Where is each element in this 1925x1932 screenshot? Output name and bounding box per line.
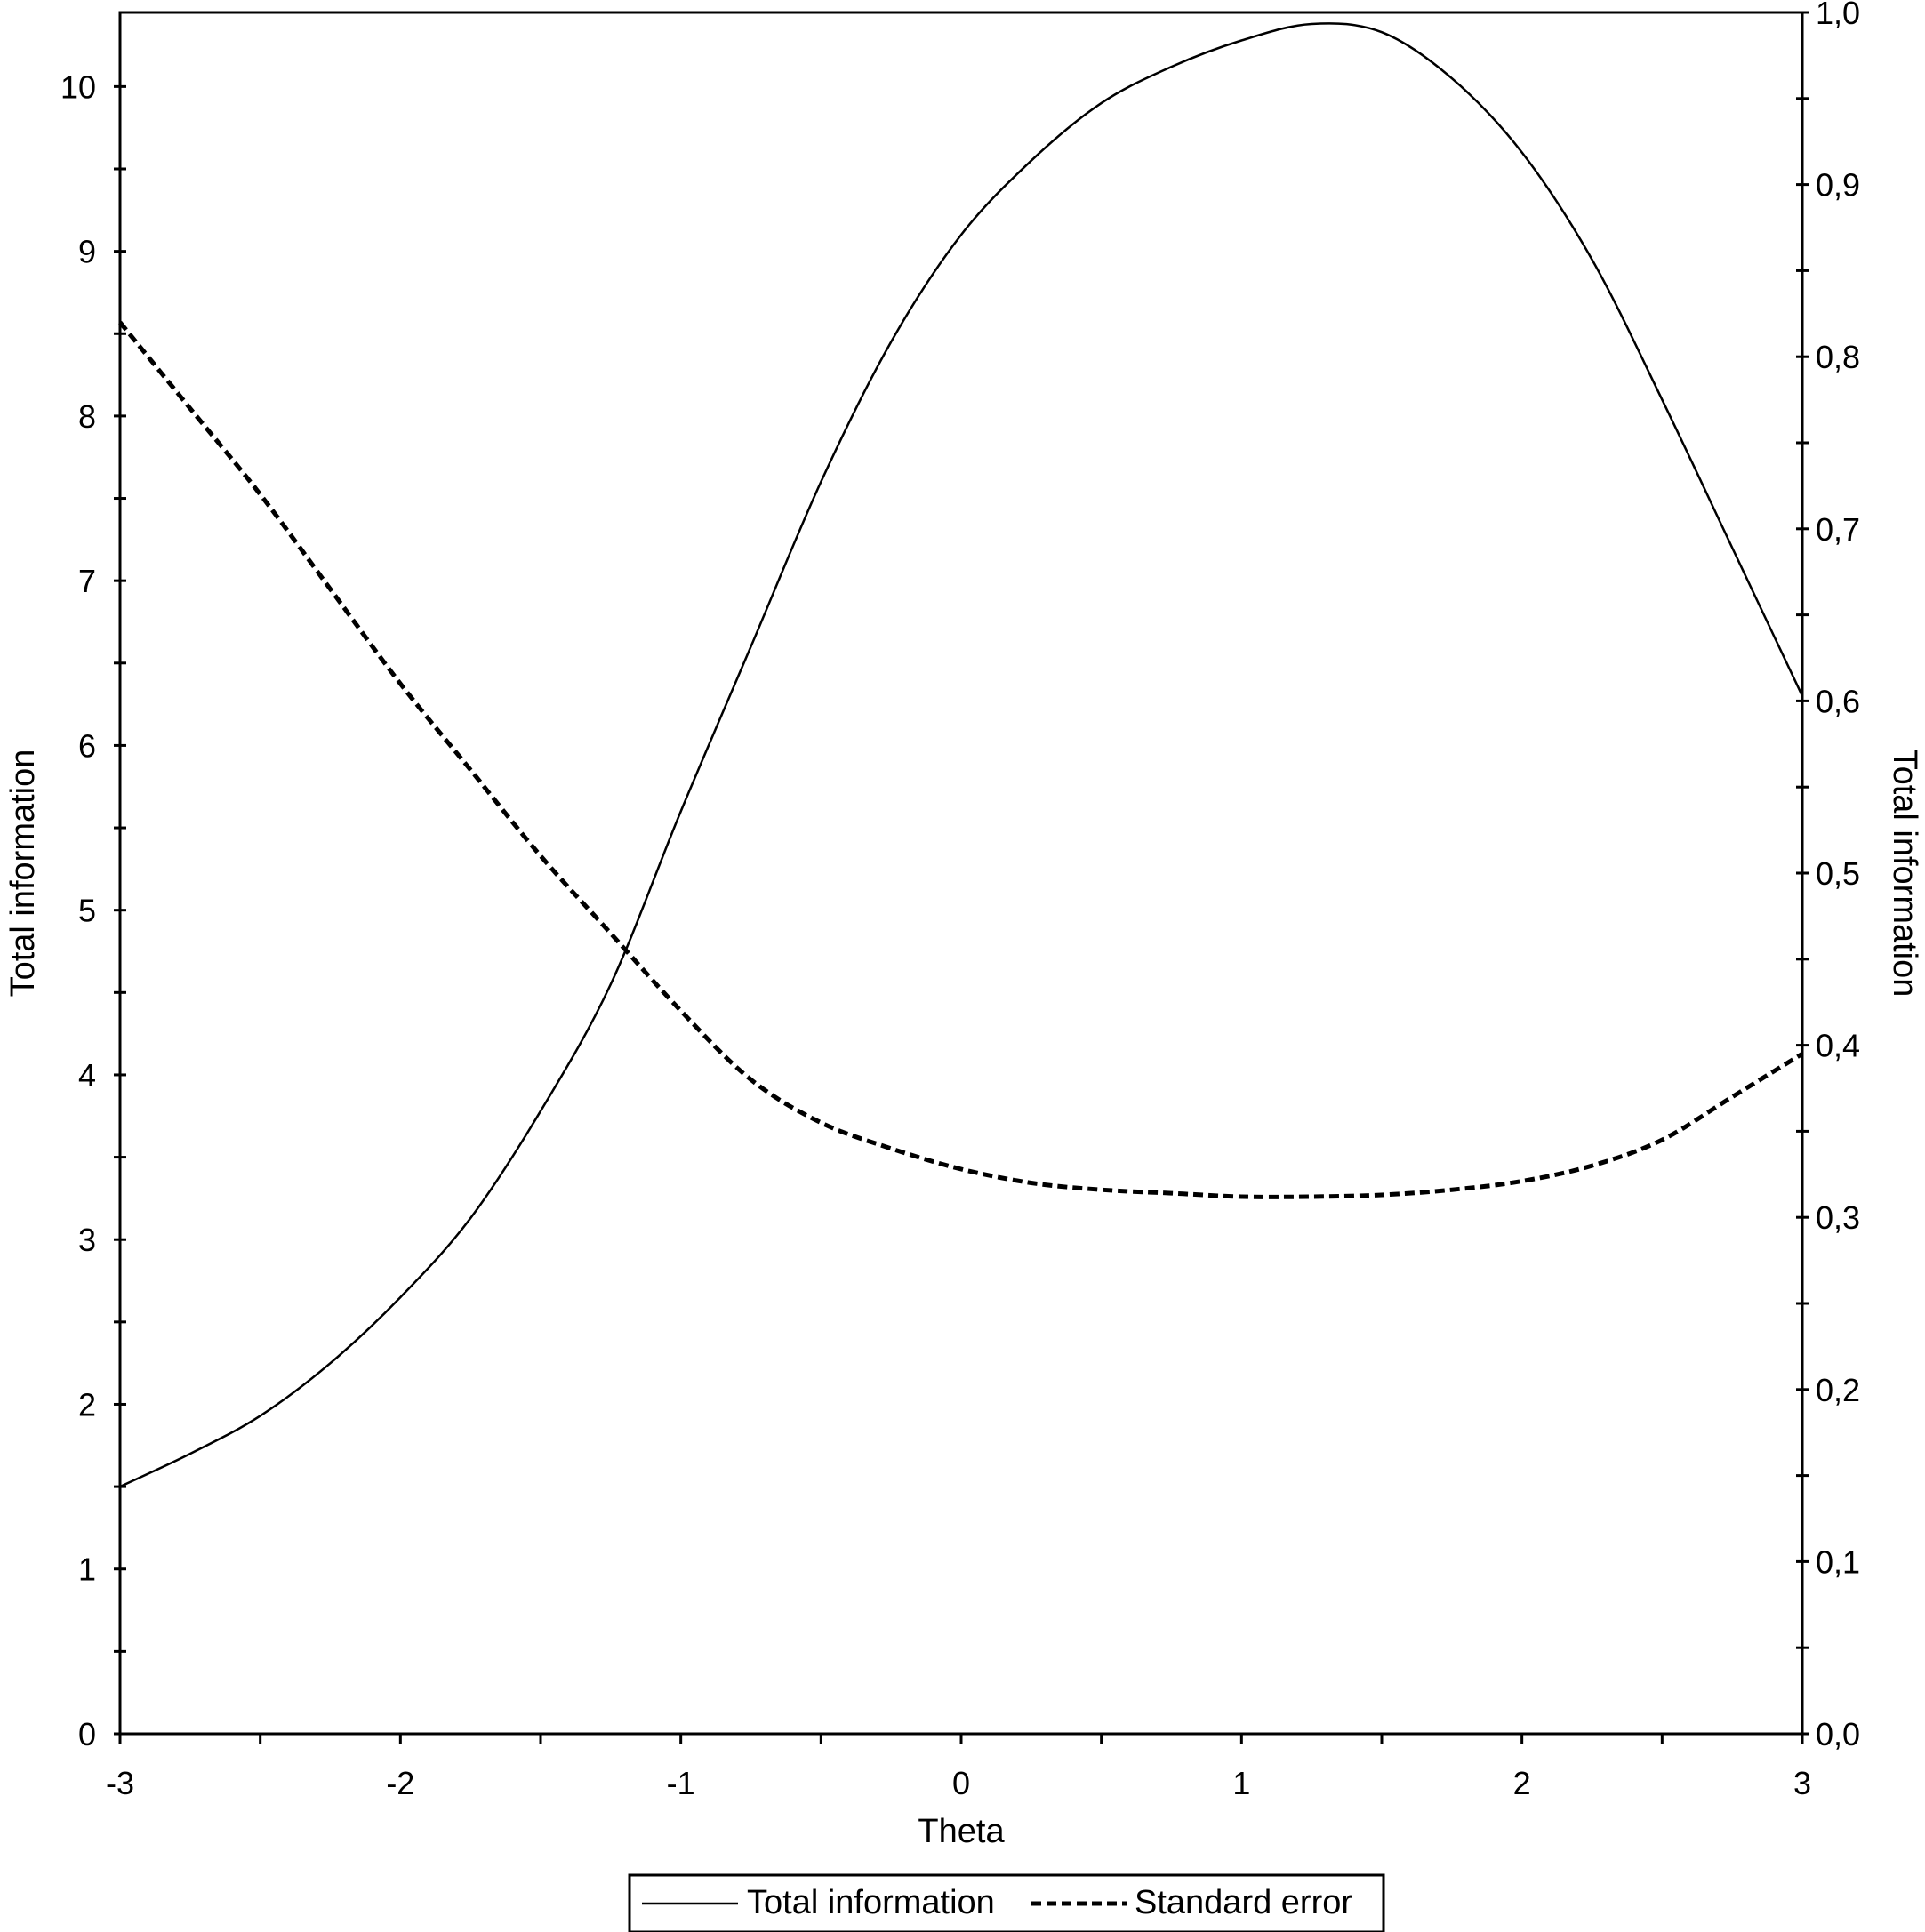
y-right-tick-label: 0,0: [1816, 1716, 1860, 1752]
y-left-tick-label: 8: [78, 398, 96, 435]
y-left-tick-label: 5: [78, 893, 96, 929]
plot-area: [118, 11, 1804, 1736]
y-right-tick-label: 0,8: [1816, 339, 1860, 375]
y-left-tick-label: 10: [60, 68, 96, 105]
y-right-tick-label: 0,6: [1816, 683, 1860, 719]
y-right-tick-marks: [1796, 11, 1809, 1736]
legend-label-standard-error: Standard error: [1135, 1884, 1352, 1921]
legend: Total information Standard error: [628, 1873, 1385, 1932]
y-left-tick-label: 4: [78, 1057, 96, 1094]
y-left-tick-label: 2: [78, 1386, 96, 1423]
y-left-tick-label: 1: [78, 1551, 96, 1588]
y-right-tick-label: 0,3: [1816, 1199, 1860, 1236]
x-tick-label: -3: [106, 1765, 134, 1801]
y-left-tick-label: 3: [78, 1222, 96, 1258]
y-left-tick-marks: [114, 84, 126, 1736]
y-right-tick-labels: 0,0 0,1 0,2 0,3 0,4 0,5 0,6 0,7 0,8 0,9 1,0: [1816, 0, 1860, 1752]
series-line-standard-error: [118, 320, 1804, 1199]
legend-label-total-information: Total information: [747, 1884, 995, 1921]
legend-box: [628, 1873, 1385, 1932]
x-tick-label: -1: [667, 1765, 695, 1801]
y-right-tick-label: 1,0: [1816, 0, 1860, 31]
y-right-tick-label: 0,2: [1816, 1372, 1860, 1408]
x-tick-label: 0: [952, 1765, 970, 1801]
x-tick-label: -2: [386, 1765, 414, 1801]
y-left-tick-labels: 0 1 2 3 4 5 6 7 8 9 10: [60, 68, 96, 1752]
y-left-tick-label: 9: [78, 234, 96, 270]
y-right-tick-label: 0,1: [1816, 1543, 1860, 1580]
y-right-tick-label: 0,9: [1816, 167, 1860, 204]
series-lines: [118, 22, 1804, 1488]
x-tick-label: 1: [1232, 1765, 1250, 1801]
y-left-tick-label: 7: [78, 563, 96, 599]
y-right-axis-title: Total information: [1886, 750, 1923, 998]
x-tick-label: 3: [1793, 1765, 1811, 1801]
y-right-tick-label: 0,5: [1816, 855, 1860, 892]
x-tick-marks: [118, 1734, 1804, 1744]
x-tick-labels: -3 -2 -1 0 1 2 3: [106, 1765, 1811, 1801]
y-left-tick-label: 0: [78, 1716, 96, 1752]
x-tick-label: 2: [1513, 1765, 1531, 1801]
y-left-axis-title: Total information: [4, 750, 42, 998]
y-left-tick-label: 6: [78, 727, 96, 764]
series-line-total-information: [119, 22, 1804, 1488]
y-right-tick-label: 0,7: [1816, 511, 1860, 548]
x-axis-title: Theta: [918, 1813, 1005, 1850]
y-right-tick-label: 0,4: [1816, 1028, 1860, 1064]
